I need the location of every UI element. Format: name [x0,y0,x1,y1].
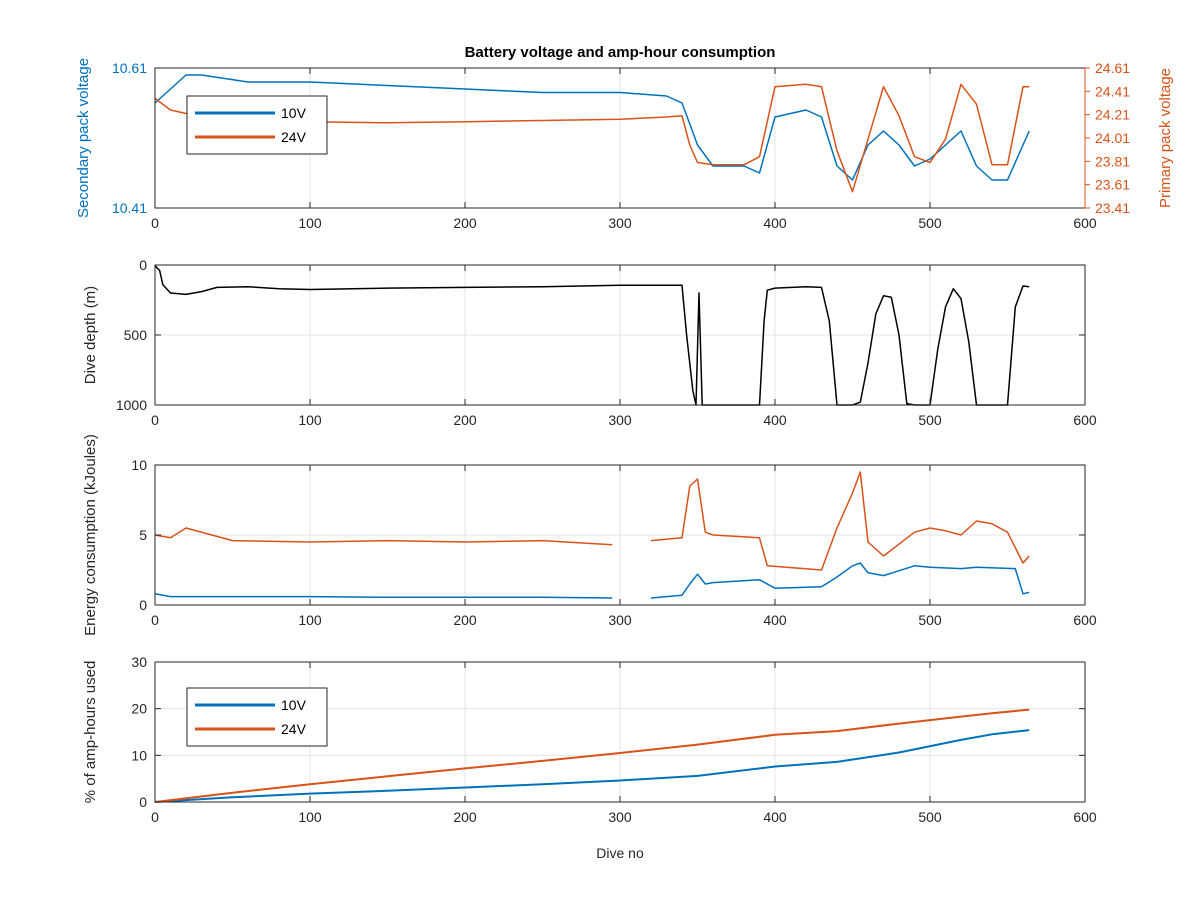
legend-box [186,687,328,747]
x-tick-label: 0 [151,412,159,428]
x-tick-label: 300 [608,215,632,231]
x-tick-label: 100 [298,809,322,825]
panel-2: 0 100 200 300 400 500 600 0 500 1000 Dive depth (m… [82,257,1097,428]
x-tick-label: 400 [763,215,787,231]
y-tick-label: 0 [139,794,147,810]
chart-title: Battery voltage and amp-hour consumption [465,44,776,61]
x-tick-label: 600 [1073,215,1097,231]
series-line-24v [154,83,1030,193]
y2-tick-label: 23.41 [1095,200,1130,216]
series-line-10v [154,74,1030,181]
y-tick-label: 30 [131,654,147,670]
x-tick-label: 500 [918,412,942,428]
series-line-24v [154,708,1030,803]
y2-tick-label: 23.81 [1095,153,1130,169]
y-tick-label: 1000 [116,397,147,413]
x-tick-label: 200 [453,412,477,428]
y-tick-label: 0 [139,597,147,613]
legend-label-24v: 24V [281,721,307,737]
x-tick-label: 600 [1073,612,1097,628]
y-tick-label: 500 [124,327,148,343]
legend-label-10v: 10V [281,697,307,713]
series-line-10v [154,562,1030,599]
y2-tick-label: 24.21 [1095,107,1130,123]
x-tick-label: 500 [918,215,942,231]
y-tick-label: 10 [131,457,147,473]
panels-group: 0 100 200 300 400 500 60010.4110.6123.4123.612… [75,58,1174,825]
series-line-10v [154,729,1030,803]
y-tick-label: 20 [131,701,147,717]
x-tick-label: 300 [608,612,632,628]
x-tick-label: 300 [608,809,632,825]
x-tick-label: 0 [151,215,159,231]
x-tick-label: 500 [918,612,942,628]
series-line-depth [154,265,1030,406]
x-tick-label: 0 [151,809,159,825]
legend: 10V 24V [186,687,328,747]
y-tick-label: 0 [139,257,147,273]
y2-tick-label: 24.41 [1095,83,1130,99]
series-line-24v [154,471,1030,571]
x-tick-label: 200 [453,809,477,825]
x-tick-label: 500 [918,809,942,825]
x-tick-label: 200 [453,215,477,231]
y2-tick-label: 23.61 [1095,177,1130,193]
x-tick-label: 600 [1073,809,1097,825]
x-tick-label: 300 [608,412,632,428]
y-axis-label: % of amp-hours used [82,661,99,804]
x-tick-label: 200 [453,612,477,628]
legend-label-24v: 24V [281,129,307,145]
legend-box [186,95,328,155]
y-tick-label: 10.41 [112,200,147,216]
y-axis-label: Secondary pack voltage [75,58,92,218]
panel-1: 0 100 200 300 400 500 600 10.41 10.61 23.41 23.61 2… [75,58,1174,231]
y-tick-label: 10.61 [112,60,147,76]
y-tick-label: 10 [131,747,147,763]
x-axis-label: Dive no [596,845,644,861]
x-tick-label: 100 [298,215,322,231]
x-tick-label: 100 [298,612,322,628]
legend-label-10v: 10V [281,105,307,121]
panel-3: 0 100 200 300 400 500 600 0 5 10 Energy consumptio… [82,434,1097,636]
legend: 10V 24V [186,95,328,155]
y2-axis-label: Primary pack voltage [1157,68,1174,208]
x-tick-label: 600 [1073,412,1097,428]
y-tick-label: 5 [139,527,147,543]
panel-4: 0 100 200 300 400 500 600 0 10 20 30 % of amp-hours… [82,654,1097,825]
x-tick-label: 400 [763,612,787,628]
y2-tick-label: 24.61 [1095,60,1130,76]
y2-tick-label: 24.01 [1095,130,1130,146]
x-tick-label: 100 [298,412,322,428]
y-axis-label: Energy consumption (kJoules) [82,434,99,636]
y-axis-label: Dive depth (m) [82,286,99,384]
x-tick-label: 400 [763,412,787,428]
x-tick-label: 0 [151,612,159,628]
x-tick-label: 400 [763,809,787,825]
